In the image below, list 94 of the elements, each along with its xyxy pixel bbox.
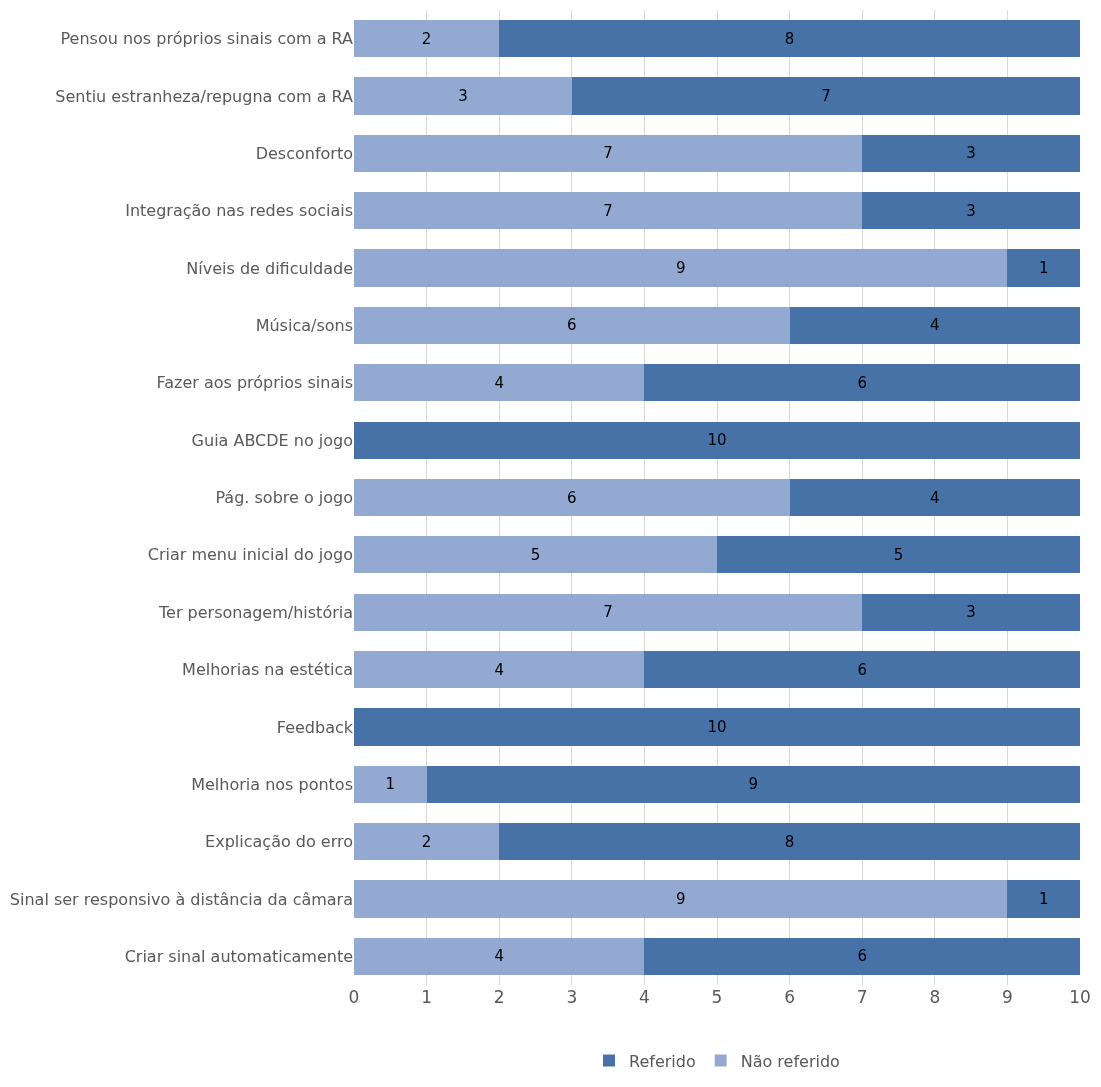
data-label: 6 xyxy=(567,488,577,507)
data-label: 9 xyxy=(748,775,759,794)
bar xyxy=(354,20,500,58)
data-label: 2 xyxy=(421,832,432,851)
y-tick-label: Guia ABCDE no jogo xyxy=(191,430,353,450)
y-tick-label: Criar menu inicial do jogo xyxy=(147,545,353,565)
data-label: 3 xyxy=(966,144,976,163)
bar xyxy=(499,20,1080,58)
y-tick-label: Criar sinal automaticamente xyxy=(124,946,353,966)
x-tick-label: 0 xyxy=(348,987,360,1007)
data-label: 6 xyxy=(857,947,867,966)
bar xyxy=(1007,880,1080,918)
bar xyxy=(499,822,1080,861)
bar xyxy=(354,364,645,402)
y-tick-label: Níveis de dificuldade xyxy=(186,258,353,278)
data-label: 9 xyxy=(675,889,686,908)
data-label: 10 xyxy=(707,431,727,450)
data-label: 7 xyxy=(821,87,831,106)
data-label: 4 xyxy=(494,373,504,392)
data-label: 4 xyxy=(930,316,940,335)
y-tick-label: Sinal ser responsivo à distância da câmara xyxy=(9,889,353,909)
bar xyxy=(354,249,1008,287)
bar xyxy=(354,478,790,517)
bar xyxy=(426,765,1080,803)
y-tick-label: Ter personagem/história xyxy=(158,602,353,622)
y-tick-label: Desconforto xyxy=(255,143,353,163)
y-tick-label: Explicação do erro xyxy=(205,832,353,852)
bar xyxy=(354,77,572,115)
bar xyxy=(571,77,1080,115)
data-label: 7 xyxy=(603,603,613,622)
bar xyxy=(354,765,427,803)
bar xyxy=(354,880,1008,918)
y-tick-label: Integração nas redes sociais xyxy=(125,201,353,221)
data-label: 6 xyxy=(857,373,867,392)
bar xyxy=(862,134,1080,173)
bar xyxy=(354,192,863,230)
y-tick-label: Pensou nos próprios sinais com a RA xyxy=(60,29,354,49)
data-label: 6 xyxy=(857,660,867,679)
bar xyxy=(354,650,645,689)
data-label: 4 xyxy=(494,947,504,966)
data-label: 6 xyxy=(567,316,577,335)
data-label: 10 xyxy=(707,717,727,736)
bar xyxy=(354,822,500,861)
data-label: 8 xyxy=(784,832,795,851)
data-label: 5 xyxy=(893,545,904,564)
bar xyxy=(354,421,1080,459)
bar xyxy=(789,478,1080,517)
x-tick-label: 1 xyxy=(421,987,433,1007)
data-label: 3 xyxy=(966,201,976,220)
bar xyxy=(862,593,1080,631)
x-tick-label: 4 xyxy=(638,987,650,1007)
bar xyxy=(354,306,790,345)
data-label: 4 xyxy=(930,488,940,507)
x-tick-label: 3 xyxy=(566,987,578,1007)
y-tick-label: Melhorias na estética xyxy=(182,660,353,680)
x-tick-label: 7 xyxy=(856,987,868,1007)
bar xyxy=(354,134,863,173)
bar xyxy=(644,937,1080,975)
y-tick-label: Pág. sobre o jogo xyxy=(215,488,353,508)
y-tick-label: Feedback xyxy=(276,717,354,737)
bar xyxy=(354,937,645,975)
y-tick-label: Fazer aos próprios sinais xyxy=(156,373,353,393)
bar xyxy=(354,536,717,574)
data-label: 1 xyxy=(385,775,396,794)
x-tick-label: 10 xyxy=(1069,987,1091,1007)
data-label: 1 xyxy=(1038,889,1049,908)
data-label: 7 xyxy=(603,144,613,163)
x-tick-label: 6 xyxy=(784,987,796,1007)
data-label: 2 xyxy=(421,29,432,48)
x-tick-label: 8 xyxy=(929,987,941,1007)
bar xyxy=(717,536,1080,574)
data-label: 5 xyxy=(530,545,541,564)
bar xyxy=(789,306,1080,345)
y-tick-label: Sentiu estranheza/repugna com a RA xyxy=(55,86,354,106)
bar xyxy=(354,593,863,631)
bar xyxy=(354,708,1080,746)
x-tick-label: 9 xyxy=(1001,987,1013,1007)
bar xyxy=(644,650,1080,689)
legend-label: Referido xyxy=(629,1051,696,1071)
y-tick-label: Música/sons xyxy=(255,316,353,336)
bar xyxy=(862,192,1080,230)
legend-label: Não referido xyxy=(740,1051,840,1071)
data-label: 3 xyxy=(458,87,468,106)
data-label: 7 xyxy=(603,201,613,220)
data-label: 9 xyxy=(675,259,686,278)
x-tick-label: 5 xyxy=(711,987,723,1007)
data-label: 4 xyxy=(494,660,504,679)
data-label: 8 xyxy=(784,29,795,48)
x-tick-label: 2 xyxy=(493,987,505,1007)
bar xyxy=(644,364,1080,402)
data-label: 3 xyxy=(966,603,976,622)
data-label: 1 xyxy=(1038,259,1049,278)
y-tick-label: Melhoria nos pontos xyxy=(191,774,353,794)
bar xyxy=(1007,249,1080,287)
